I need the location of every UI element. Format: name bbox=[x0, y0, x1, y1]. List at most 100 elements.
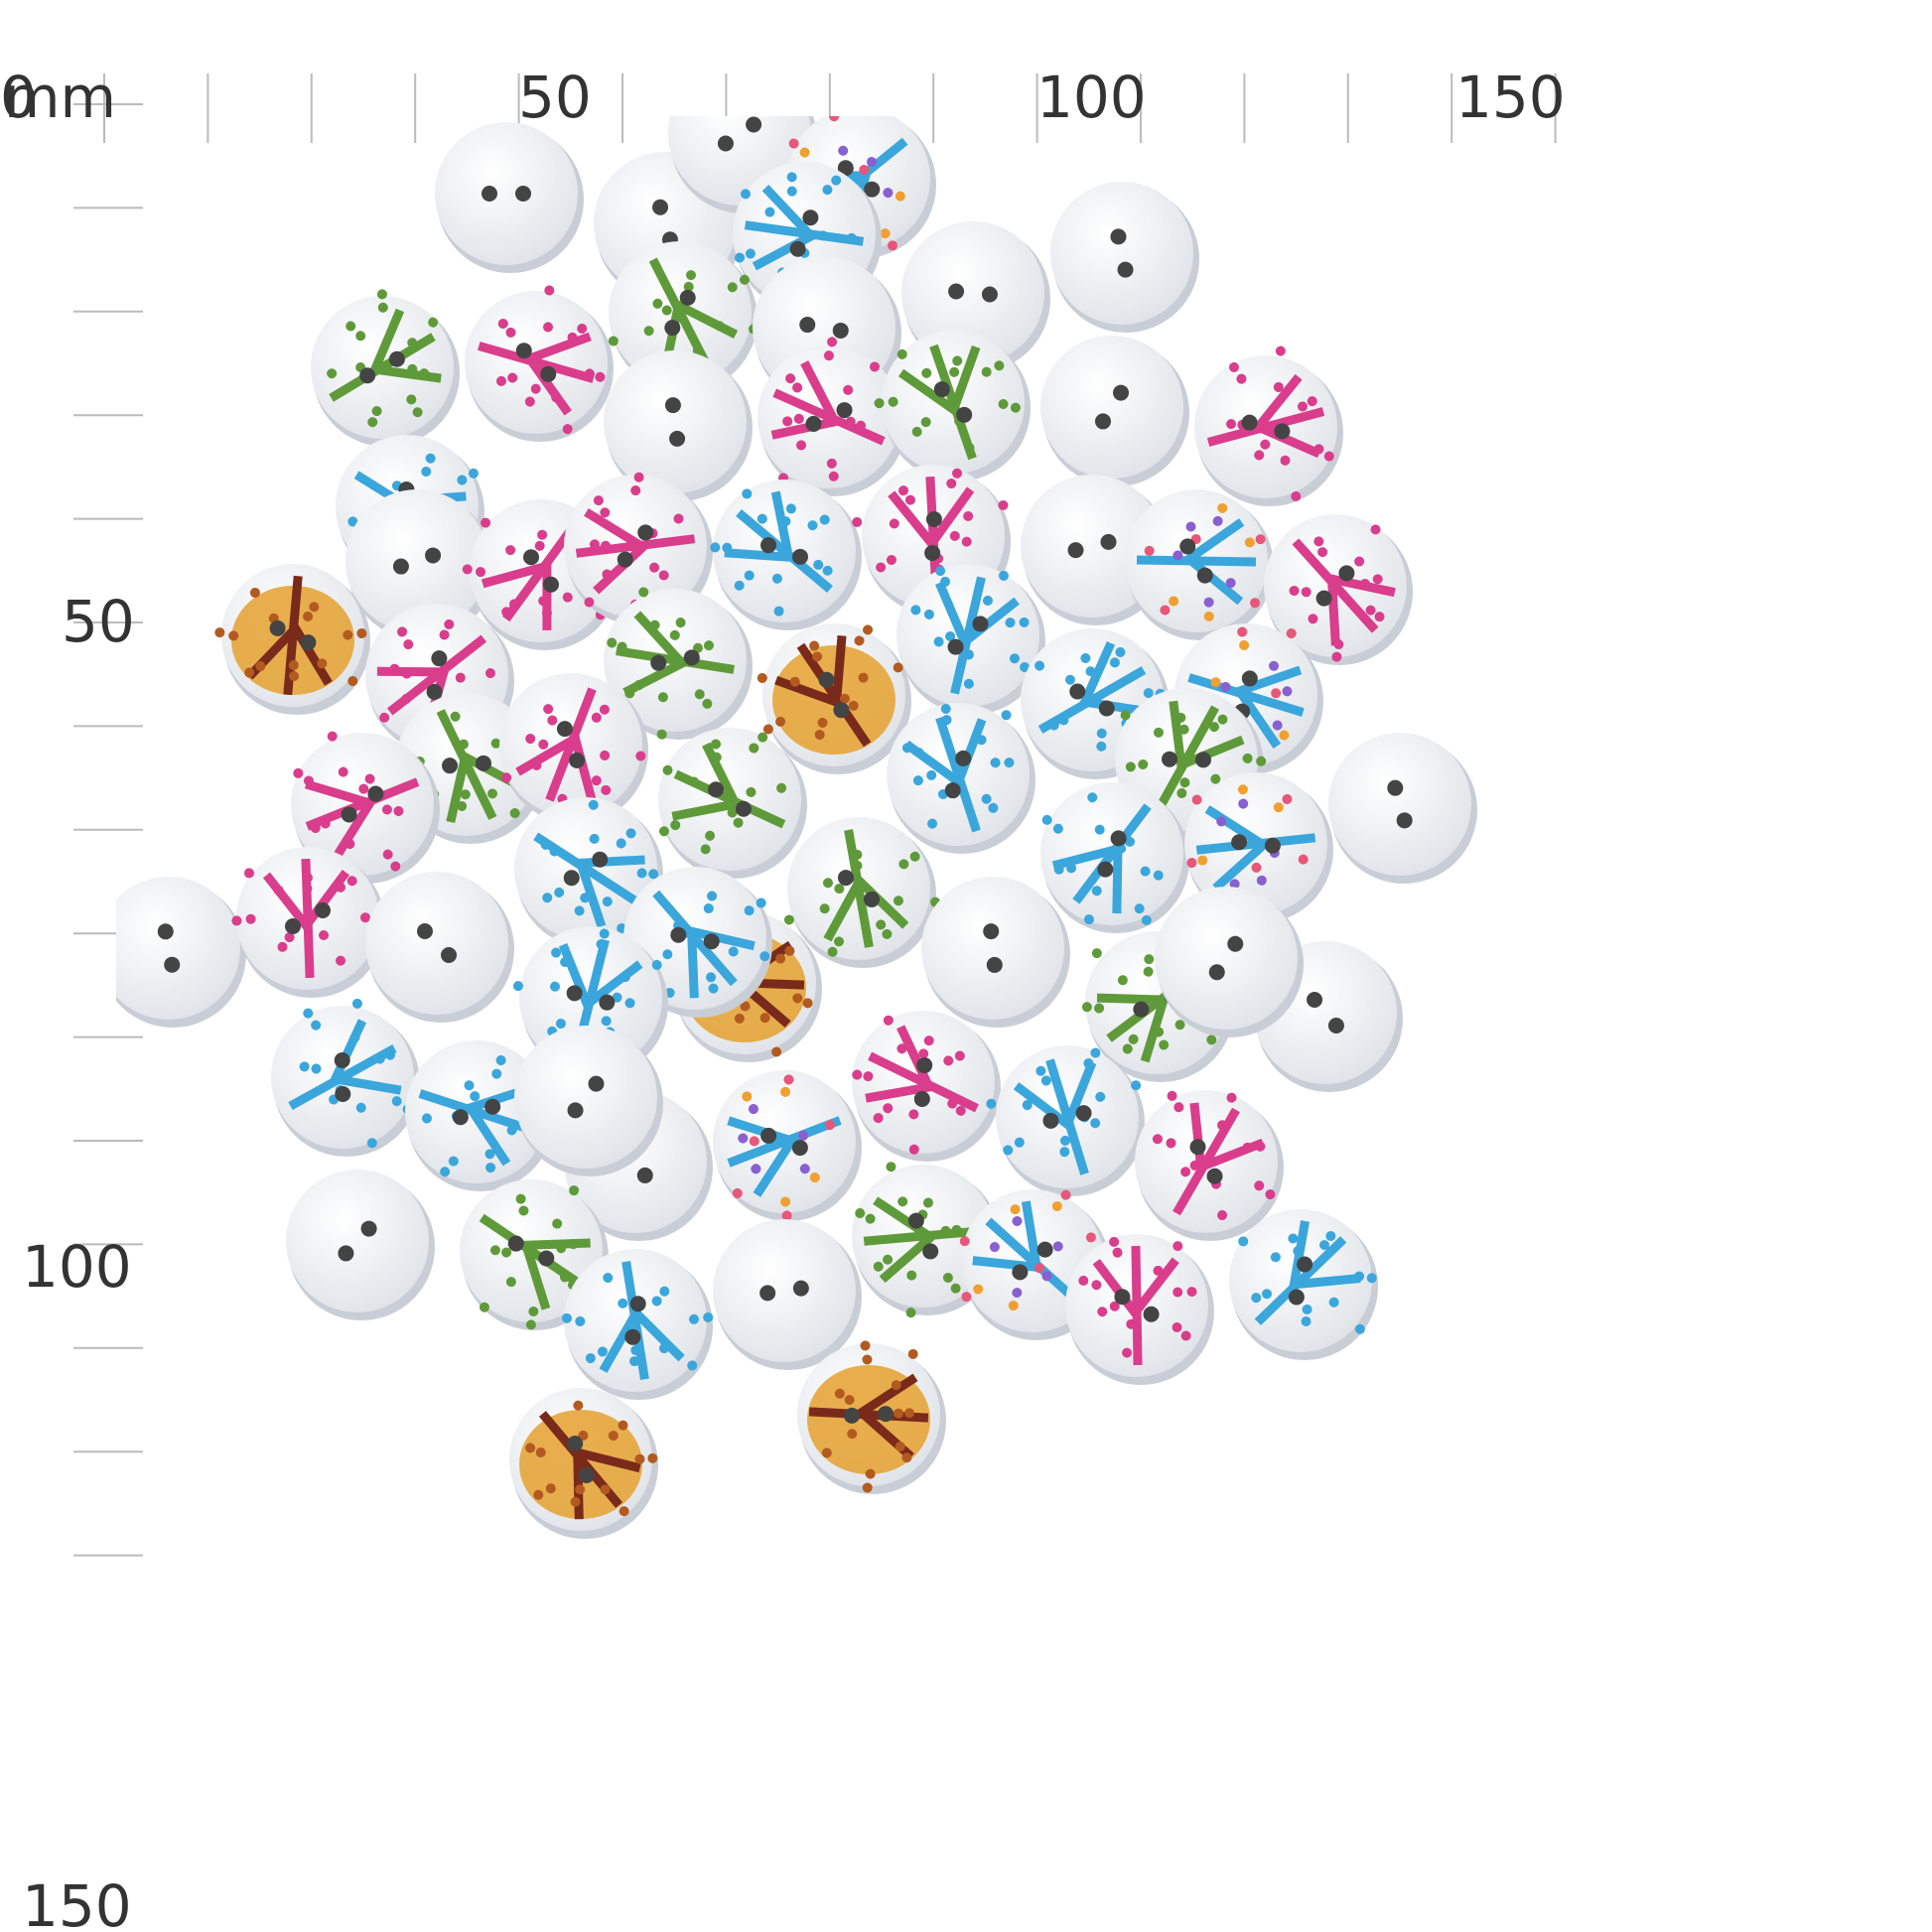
tree-leaf bbox=[401, 693, 412, 704]
tree-leaf bbox=[1325, 1230, 1336, 1241]
tree-leaf bbox=[515, 1193, 526, 1204]
tree-leaf bbox=[245, 913, 256, 924]
tree-leaf bbox=[403, 639, 414, 650]
tree-leaf bbox=[1210, 677, 1221, 688]
tree-leaf bbox=[538, 739, 549, 750]
tree-leaf bbox=[559, 1272, 570, 1283]
tree-leaf bbox=[643, 326, 654, 337]
tree-leaf bbox=[907, 1348, 918, 1359]
tree-leaf bbox=[822, 185, 833, 196]
button-face bbox=[365, 872, 508, 1015]
tree-trunk bbox=[903, 716, 987, 833]
button-hole bbox=[1067, 542, 1084, 559]
button-hole bbox=[617, 551, 633, 568]
button-hole bbox=[367, 785, 384, 802]
button-face bbox=[435, 122, 578, 265]
tree-leaf bbox=[1166, 1138, 1176, 1149]
button bbox=[758, 337, 906, 496]
button bbox=[311, 289, 460, 447]
tree-leaf bbox=[484, 668, 495, 679]
tree-leaf bbox=[412, 407, 423, 418]
tree-leaf bbox=[933, 636, 944, 647]
tree-leaf bbox=[608, 1431, 619, 1442]
button-face bbox=[713, 1219, 856, 1362]
tree-print bbox=[214, 575, 367, 696]
button bbox=[608, 241, 759, 392]
button bbox=[797, 1340, 946, 1494]
tree-leaf bbox=[244, 667, 255, 678]
tree-trunk bbox=[935, 576, 1020, 695]
tree-leaf bbox=[1255, 534, 1266, 545]
tree-print bbox=[501, 687, 646, 815]
tree-leaf bbox=[421, 467, 432, 478]
tree-leaf bbox=[1080, 652, 1091, 663]
button bbox=[564, 472, 713, 625]
tree-leaf bbox=[961, 1292, 972, 1303]
tree-leaf bbox=[1009, 653, 1020, 664]
tree-trunk bbox=[727, 1116, 842, 1197]
tree-leaf bbox=[692, 345, 703, 356]
tree-leaf bbox=[487, 788, 498, 799]
tree-leaf bbox=[575, 1484, 586, 1495]
tree-leaf bbox=[355, 1102, 366, 1113]
tree-leaf bbox=[1365, 605, 1376, 616]
tree-leaf bbox=[1083, 1058, 1094, 1069]
button-hole bbox=[652, 199, 669, 215]
tree-leaf bbox=[1109, 657, 1120, 668]
tree-leaf bbox=[508, 599, 519, 610]
tree-leaf bbox=[1141, 914, 1152, 925]
tree-leaf bbox=[952, 468, 963, 479]
tree-leaf bbox=[982, 595, 993, 606]
button-hole bbox=[441, 947, 458, 964]
tree-leaf bbox=[1372, 574, 1383, 585]
tree-leaf bbox=[714, 321, 725, 332]
tree-leaf bbox=[749, 743, 759, 754]
tree-leaf bbox=[694, 689, 705, 700]
tree-leaf bbox=[1109, 1236, 1120, 1247]
button-hole bbox=[679, 289, 696, 306]
tree-leaf bbox=[591, 712, 602, 723]
tree-leaf bbox=[913, 748, 924, 759]
button-hole bbox=[805, 415, 822, 432]
tree-leaf bbox=[537, 529, 548, 540]
tree-leaf bbox=[630, 1345, 641, 1356]
tree-leaf bbox=[940, 576, 951, 587]
tree-leaf bbox=[1052, 823, 1063, 834]
tree-leaf bbox=[448, 1156, 459, 1167]
button-hole bbox=[1113, 384, 1130, 401]
tree-leaf bbox=[689, 776, 700, 787]
tree-print bbox=[852, 1015, 979, 1155]
button-hole bbox=[983, 923, 1000, 940]
tree-leaf bbox=[464, 1080, 475, 1091]
button-hole bbox=[1307, 991, 1323, 1008]
button-hole bbox=[1227, 935, 1244, 952]
button-face bbox=[1040, 336, 1183, 479]
tree-print bbox=[231, 858, 384, 979]
tree-leaf bbox=[1254, 450, 1265, 461]
button bbox=[271, 998, 420, 1157]
tree-leaf bbox=[506, 1125, 517, 1136]
tree-print bbox=[770, 337, 886, 483]
tree-leaf bbox=[1008, 1301, 1019, 1311]
tree-leaf bbox=[848, 700, 859, 711]
tree-leaf bbox=[799, 147, 810, 158]
tree-leaf bbox=[1115, 646, 1126, 657]
tree-trunk bbox=[770, 360, 886, 446]
button-hole bbox=[1110, 228, 1127, 245]
tree-trunk bbox=[436, 709, 524, 823]
tree-leaf bbox=[921, 367, 932, 378]
tree-leaf bbox=[584, 597, 595, 608]
tree-leaf bbox=[355, 331, 366, 342]
button-hole bbox=[1143, 1306, 1160, 1322]
button-hole bbox=[636, 1167, 653, 1183]
button bbox=[757, 623, 911, 774]
tree-leaf bbox=[336, 882, 346, 893]
button-hole bbox=[833, 702, 850, 719]
tree-leaf bbox=[1066, 863, 1077, 874]
button-face bbox=[921, 877, 1064, 1020]
tree-trunk bbox=[744, 185, 865, 271]
tree-leaf bbox=[1144, 954, 1155, 965]
tree-leaf bbox=[1160, 605, 1171, 616]
tree-trunk bbox=[1173, 1102, 1265, 1216]
button-hole bbox=[818, 671, 835, 688]
